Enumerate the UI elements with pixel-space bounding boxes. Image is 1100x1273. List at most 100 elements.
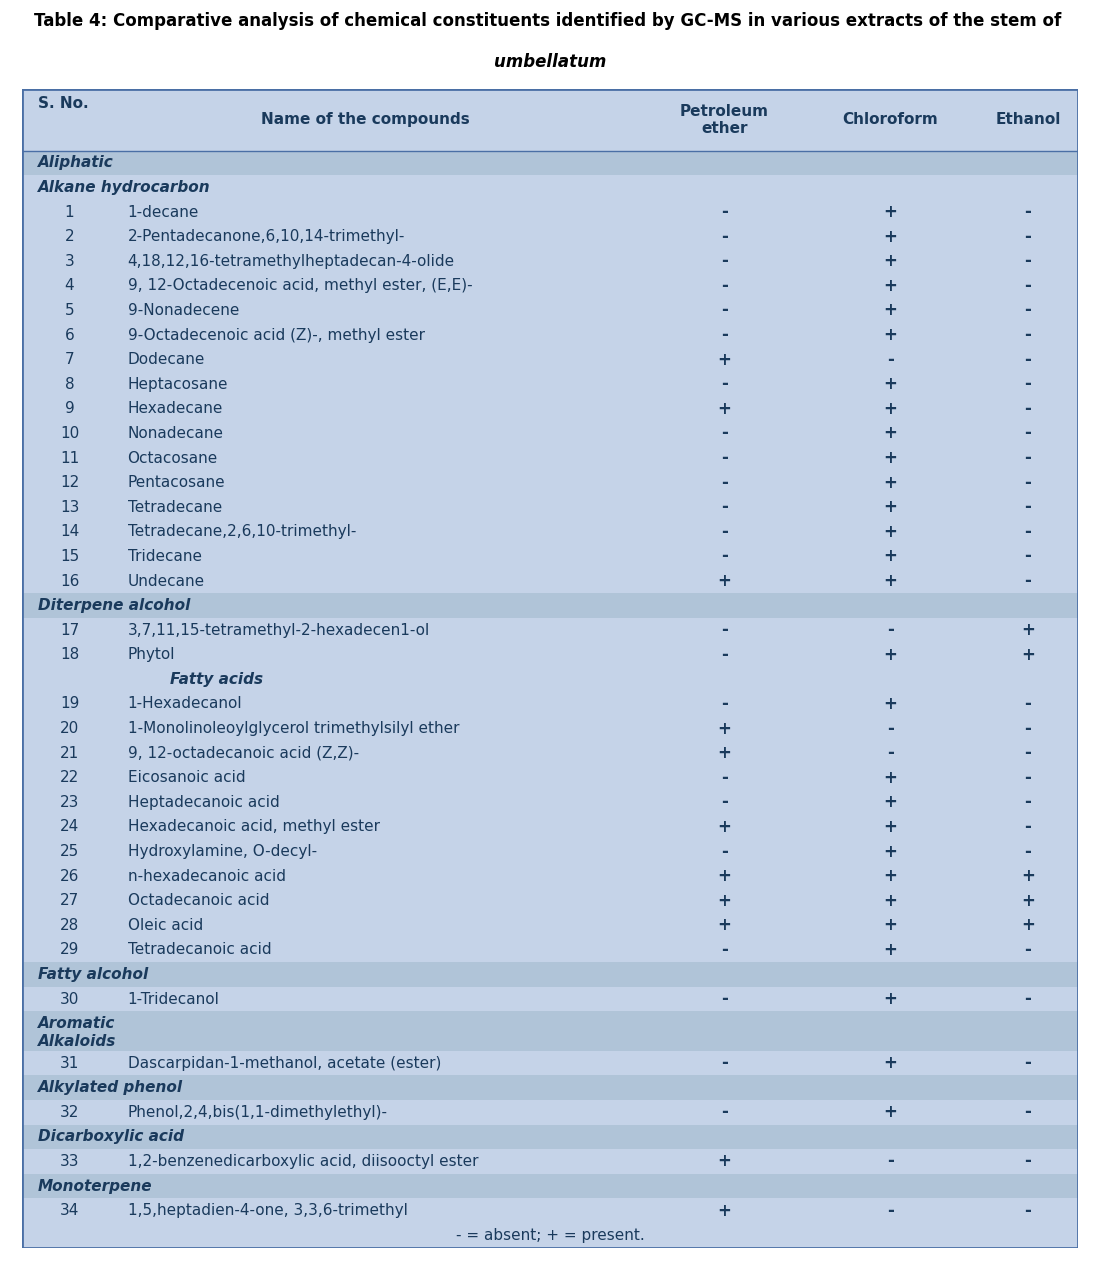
Text: Alkane hydrocarbon: Alkane hydrocarbon — [37, 179, 210, 195]
Text: -: - — [1024, 1054, 1032, 1072]
Text: -: - — [720, 645, 728, 663]
Text: Phytol: Phytol — [128, 647, 175, 662]
Text: +: + — [883, 819, 898, 836]
Text: Tetradecanoic acid: Tetradecanoic acid — [128, 942, 272, 957]
Text: -: - — [887, 745, 894, 763]
Text: Undecane: Undecane — [128, 574, 205, 588]
Text: +: + — [883, 276, 898, 295]
Text: +: + — [883, 1054, 898, 1072]
Bar — [22, 150, 1078, 176]
Text: +: + — [883, 302, 898, 320]
Text: Dodecane: Dodecane — [128, 353, 205, 367]
Text: 1-Hexadecanol: 1-Hexadecanol — [128, 696, 242, 712]
Text: +: + — [717, 917, 732, 934]
Bar — [22, 1174, 1078, 1198]
Text: +: + — [883, 572, 898, 589]
Text: -: - — [1024, 547, 1032, 565]
Text: 9: 9 — [65, 401, 75, 416]
Text: Tetradecane: Tetradecane — [128, 500, 222, 514]
Text: -: - — [1024, 474, 1032, 491]
Text: 4,18,12,16-tetramethylheptadecan-4-olide: 4,18,12,16-tetramethylheptadecan-4-olide — [128, 253, 454, 269]
Text: 10: 10 — [59, 426, 79, 440]
Bar — [22, 1124, 1078, 1150]
Text: -: - — [720, 1104, 728, 1122]
Bar — [22, 593, 1078, 617]
Text: -: - — [1024, 400, 1032, 418]
Text: -: - — [720, 621, 728, 639]
Text: 18: 18 — [59, 647, 79, 662]
Text: +: + — [883, 769, 898, 787]
Text: +: + — [1021, 892, 1035, 910]
Text: 27: 27 — [59, 894, 79, 908]
Text: +: + — [1021, 917, 1035, 934]
Text: -: - — [720, 547, 728, 565]
Text: +: + — [717, 400, 732, 418]
Text: 13: 13 — [59, 500, 79, 514]
Bar — [22, 1076, 1078, 1100]
Text: 1,2-benzenedicarboxylic acid, diisooctyl ester: 1,2-benzenedicarboxylic acid, diisooctyl… — [128, 1153, 479, 1169]
Text: Diterpene alcohol: Diterpene alcohol — [37, 598, 190, 614]
Text: -: - — [1024, 276, 1032, 295]
Text: +: + — [717, 819, 732, 836]
Text: +: + — [1021, 867, 1035, 885]
Text: -: - — [720, 302, 728, 320]
Text: -: - — [720, 474, 728, 491]
Text: 28: 28 — [59, 918, 79, 933]
Text: -: - — [720, 276, 728, 295]
Text: 5: 5 — [65, 303, 75, 318]
Text: -: - — [1024, 350, 1032, 369]
Text: 14: 14 — [59, 524, 79, 540]
Text: -: - — [1024, 769, 1032, 787]
Text: +: + — [883, 843, 898, 861]
Text: n-hexadecanoic acid: n-hexadecanoic acid — [128, 868, 286, 883]
Text: -: - — [720, 228, 728, 246]
Text: +: + — [883, 941, 898, 959]
Bar — [22, 962, 1078, 987]
Text: Heptacosane: Heptacosane — [128, 377, 228, 392]
Text: -: - — [887, 621, 894, 639]
Text: 25: 25 — [59, 844, 79, 859]
Text: Aromatic: Aromatic — [37, 1016, 116, 1031]
Text: 34: 34 — [59, 1203, 79, 1218]
Text: 20: 20 — [59, 721, 79, 736]
Text: -: - — [1024, 719, 1032, 737]
Text: -: - — [1024, 793, 1032, 811]
Text: Tetradecane,2,6,10-trimethyl-: Tetradecane,2,6,10-trimethyl- — [128, 524, 356, 540]
Text: -: - — [887, 1152, 894, 1170]
Text: -: - — [720, 498, 728, 517]
Text: +: + — [1021, 645, 1035, 663]
Text: 1-decane: 1-decane — [128, 205, 199, 219]
Text: Hexadecanoic acid, methyl ester: Hexadecanoic acid, methyl ester — [128, 820, 380, 835]
Text: 30: 30 — [59, 992, 79, 1007]
Text: +: + — [883, 498, 898, 517]
Text: -: - — [1024, 1202, 1032, 1220]
Text: -: - — [720, 769, 728, 787]
Text: -: - — [887, 1202, 894, 1220]
Text: +: + — [883, 474, 898, 491]
Text: 19: 19 — [59, 696, 79, 712]
Text: -: - — [1024, 695, 1032, 713]
Text: 23: 23 — [59, 794, 79, 810]
Text: 26: 26 — [59, 868, 79, 883]
Text: -: - — [1024, 819, 1032, 836]
Text: Fatty alcohol: Fatty alcohol — [37, 967, 148, 981]
Text: +: + — [883, 793, 898, 811]
Text: Oleic acid: Oleic acid — [128, 918, 202, 933]
Text: Phenol,2,4,bis(1,1-dimethylethyl)-: Phenol,2,4,bis(1,1-dimethylethyl)- — [128, 1105, 387, 1120]
Text: -: - — [1024, 326, 1032, 344]
Text: Eicosanoic acid: Eicosanoic acid — [128, 770, 245, 785]
Text: Aliphatic: Aliphatic — [37, 155, 113, 171]
Text: Dicarboxylic acid: Dicarboxylic acid — [37, 1129, 184, 1144]
Text: 31: 31 — [59, 1055, 79, 1071]
Text: 9-Nonadecene: 9-Nonadecene — [128, 303, 239, 318]
Text: -: - — [1024, 523, 1032, 541]
Text: -: - — [1024, 572, 1032, 589]
Text: +: + — [883, 917, 898, 934]
Text: -: - — [720, 424, 728, 443]
Text: 1-Tridecanol: 1-Tridecanol — [128, 992, 220, 1007]
Text: 24: 24 — [59, 820, 79, 835]
Text: -: - — [720, 990, 728, 1008]
Text: -: - — [720, 843, 728, 861]
Text: 8: 8 — [65, 377, 75, 392]
Text: +: + — [717, 1152, 732, 1170]
